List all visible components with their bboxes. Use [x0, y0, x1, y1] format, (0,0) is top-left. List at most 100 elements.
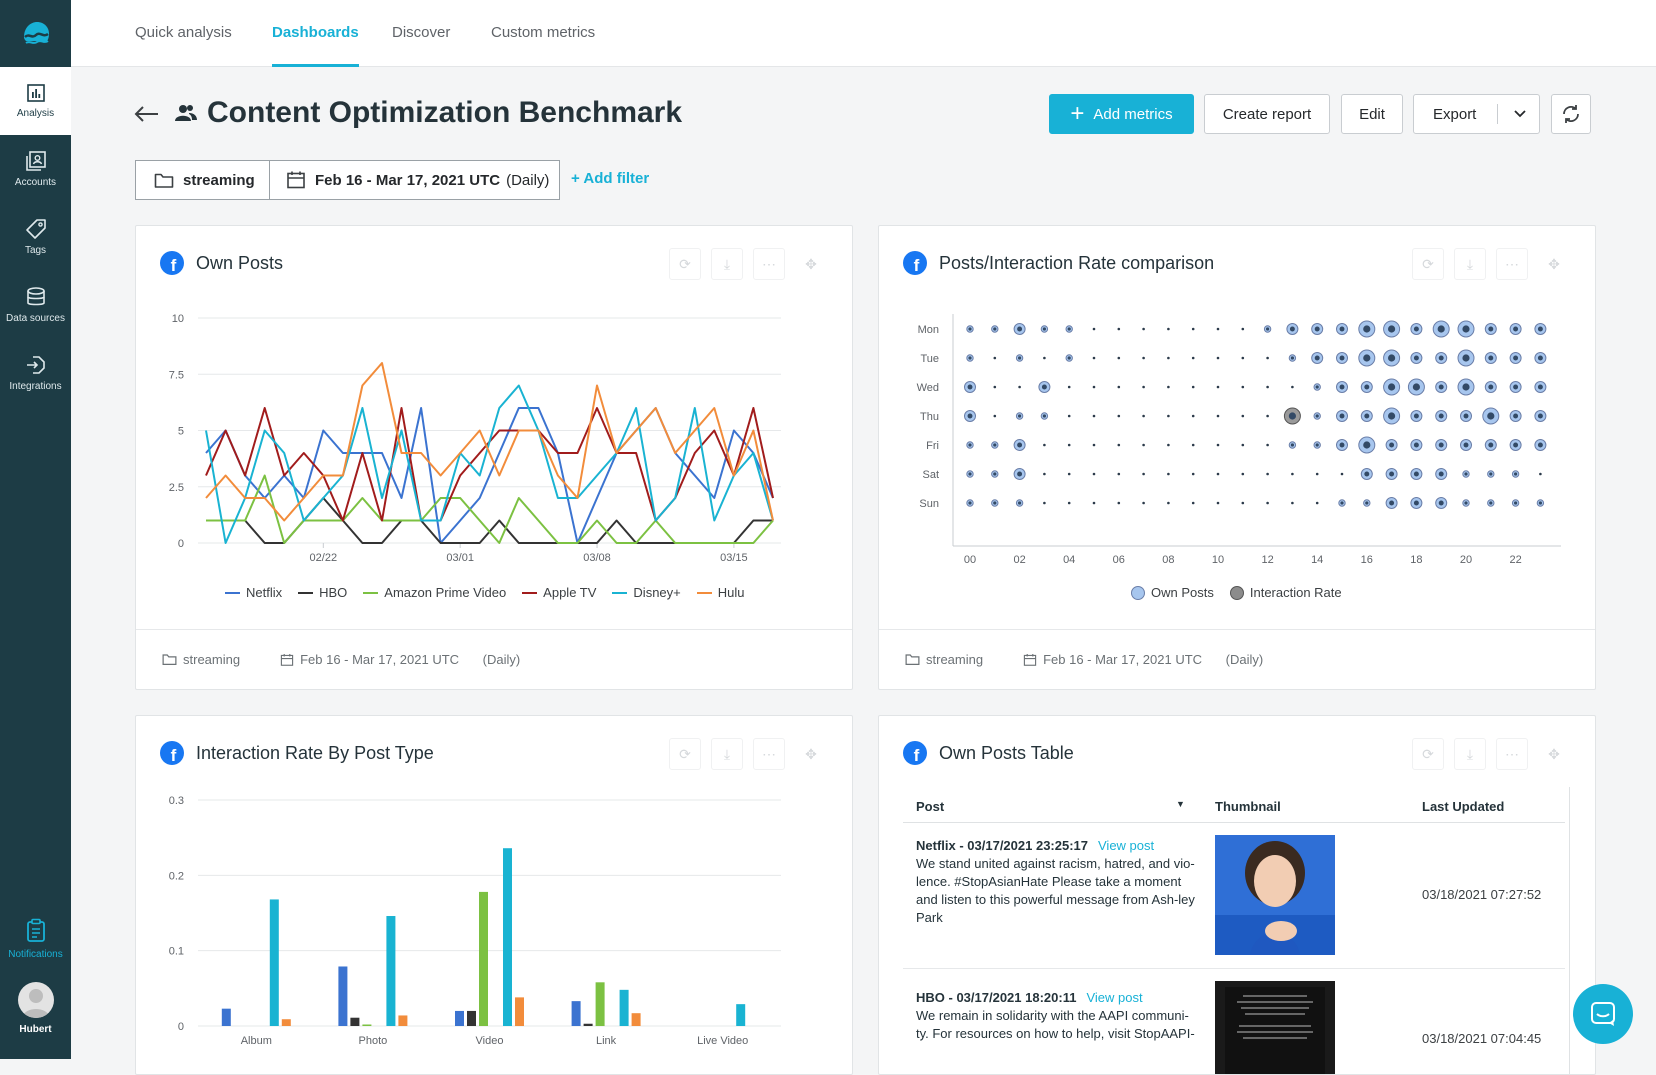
refresh-icon[interactable]: ⟳ [1412, 738, 1444, 770]
date-filter[interactable]: Feb 16 - Mar 17, 2021 UTC (Daily) [269, 160, 560, 200]
plus-icon: + [1070, 100, 1085, 127]
more-icon[interactable]: ⋯ [753, 248, 785, 280]
interaction-rate-dot [1537, 355, 1543, 361]
folder-icon [154, 173, 174, 188]
legend-item[interactable]: HBO [298, 585, 347, 600]
more-icon[interactable]: ⋯ [1496, 248, 1528, 280]
sort-down-icon[interactable]: ▼ [1176, 799, 1185, 809]
interaction-rate-dot [1463, 413, 1469, 419]
download-icon[interactable]: ⤓ [1454, 738, 1486, 770]
refresh-icon[interactable]: ⟳ [1412, 248, 1444, 280]
add-filter-link[interactable]: + Add filter [571, 170, 650, 187]
post-header: HBO - 03/17/2021 18:20:11 [916, 990, 1077, 1005]
column-post[interactable]: Post [916, 799, 945, 814]
move-icon[interactable]: ✥ [805, 745, 817, 762]
legend-label: Disney+ [633, 585, 681, 600]
refresh-icon[interactable]: ⟳ [669, 738, 701, 770]
own-posts-dot [1142, 501, 1145, 505]
view-post-link[interactable]: View post [1098, 838, 1155, 853]
interaction-rate-dot [1042, 327, 1046, 331]
legend-swatch [225, 591, 240, 594]
tab-custom-metrics[interactable]: Custom metrics [491, 24, 596, 41]
tab-discover[interactable]: Discover [392, 24, 451, 41]
clipboard-icon [26, 918, 45, 942]
posts-interaction-card: f Posts/Interaction Rate comparison ⟳ ⤓ … [878, 225, 1596, 690]
interaction-rate-dot [1438, 471, 1444, 477]
move-icon[interactable]: ✥ [1548, 745, 1560, 762]
own-posts-dot [1092, 501, 1096, 505]
interaction-rate-dot [968, 356, 972, 360]
create-report-button[interactable]: Create report [1204, 94, 1330, 134]
app-logo[interactable] [0, 0, 71, 67]
interaction-rate-dot [1489, 472, 1493, 476]
own-posts-dot [1191, 414, 1195, 418]
own-posts-dot [1291, 501, 1294, 505]
interaction-rate-dot [1488, 355, 1494, 361]
table-row[interactable]: Netflix - 03/17/2021 23:25:17 View post W… [903, 823, 1565, 969]
column-thumbnail[interactable]: Thumbnail [1215, 799, 1281, 814]
own-posts-dot [1142, 327, 1145, 331]
legend-own-posts[interactable]: Own Posts [1131, 585, 1214, 600]
post-thumbnail[interactable] [1215, 835, 1335, 955]
x-tick-label: 22 [1509, 554, 1521, 566]
move-icon[interactable]: ✥ [805, 255, 817, 272]
tab-dashboards[interactable]: Dashboards [272, 0, 359, 67]
column-last-updated[interactable]: Last Updated [1422, 799, 1505, 814]
legend-item[interactable]: Netflix [225, 585, 282, 600]
edit-button[interactable]: Edit [1341, 94, 1403, 134]
card-title: Own Posts Table [939, 742, 1074, 763]
interaction-rate-dot [993, 327, 997, 331]
y-tick-label: Wed [917, 382, 939, 394]
download-icon[interactable]: ⤓ [1454, 248, 1486, 280]
sidebar-item-accounts[interactable]: Accounts [0, 135, 71, 203]
chevron-down-icon[interactable] [1513, 108, 1527, 120]
interaction-rate-dot [968, 472, 972, 476]
interaction-rate-dot [1290, 443, 1294, 447]
view-post-link[interactable]: View post [1086, 990, 1143, 1005]
interaction-rate-dot [1018, 501, 1022, 505]
interaction-rate-dot [1462, 325, 1470, 333]
refresh-button[interactable] [1551, 94, 1591, 134]
sidebar-item-analysis[interactable]: Analysis [0, 67, 71, 135]
sidebar-item-data-sources[interactable]: Data sources [0, 271, 71, 339]
sidebar-item-integrations[interactable]: Integrations [0, 339, 71, 407]
tab-quick-analysis[interactable]: Quick analysis [135, 24, 232, 41]
legend-label: Amazon Prime Video [384, 585, 507, 600]
refresh-icon[interactable]: ⟳ [669, 248, 701, 280]
own-posts-dot [1216, 501, 1220, 505]
legend-swatch [612, 591, 628, 594]
chat-button[interactable] [1573, 984, 1633, 1044]
interaction-rate-dot [967, 413, 973, 419]
interaction-rate-dot [1363, 325, 1371, 333]
add-metrics-button[interactable]: + Add metrics [1049, 94, 1194, 134]
interaction-rate-dot [968, 327, 972, 331]
bar-disney- [503, 848, 512, 1026]
interaction-rate-dot [1464, 501, 1468, 505]
legend-item[interactable]: Disney+ [612, 585, 681, 600]
legend-item[interactable]: Hulu [696, 585, 745, 600]
legend-item[interactable]: Apple TV [522, 585, 596, 600]
interaction-rate-dot [1339, 326, 1345, 332]
download-icon[interactable]: ⤓ [711, 738, 743, 770]
own-posts-dot [1315, 472, 1319, 476]
post-thumbnail[interactable] [1215, 981, 1335, 1074]
interaction-rate-dot [1513, 413, 1519, 419]
download-icon[interactable]: ⤓ [711, 248, 743, 280]
user-menu[interactable]: Hubert [0, 982, 71, 1035]
y-tick-label: 7.5 [169, 369, 184, 381]
legend-interaction-rate[interactable]: Interaction Rate [1229, 585, 1342, 600]
more-icon[interactable]: ⋯ [1496, 738, 1528, 770]
folder-filter[interactable]: streaming [135, 160, 270, 200]
legend-item[interactable]: Amazon Prime Video [363, 585, 506, 600]
back-button[interactable] [133, 101, 161, 127]
own-posts-dot [1191, 356, 1195, 360]
export-button[interactable]: Export [1413, 94, 1540, 134]
own-posts-dot [1043, 443, 1046, 447]
table-row[interactable]: HBO - 03/17/2021 18:20:11 View post We re… [903, 969, 1565, 1074]
interaction-rate-dot [1017, 471, 1023, 477]
more-icon[interactable]: ⋯ [753, 738, 785, 770]
interaction-rate-dot [1266, 327, 1270, 331]
sidebar-item-tags[interactable]: Tags [0, 203, 71, 271]
move-icon[interactable]: ✥ [1548, 255, 1560, 272]
sidebar-item-notifications[interactable]: Notifications [0, 905, 71, 973]
